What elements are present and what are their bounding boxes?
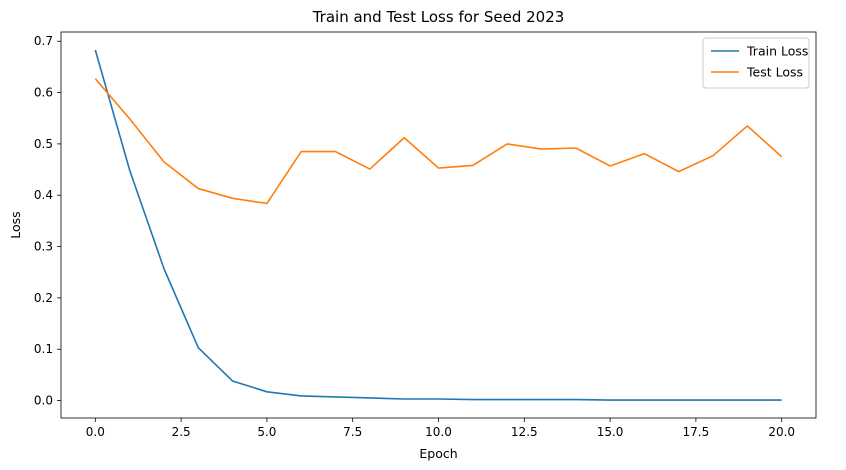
- y-tick-label: 0.5: [34, 137, 53, 151]
- x-tick-label: 17.5: [683, 425, 710, 439]
- x-tick-label: 2.5: [172, 425, 191, 439]
- legend: Train Loss Test Loss: [702, 37, 810, 89]
- y-tick-label: 0.4: [34, 188, 53, 202]
- x-tick-label: 12.5: [511, 425, 538, 439]
- y-tick-label: 0.1: [34, 342, 53, 356]
- x-tick-label: 10.0: [425, 425, 452, 439]
- x-tick-label: 5.0: [257, 425, 276, 439]
- series-line-test-loss: [94, 78, 783, 205]
- y-tick-label: 0.6: [34, 86, 53, 100]
- x-axis-title: Epoch: [419, 446, 457, 461]
- x-tick-label: 20.0: [768, 425, 795, 439]
- y-tick-label: 0.7: [34, 34, 53, 48]
- y-axis-title: Loss: [8, 211, 23, 238]
- series-line-train-loss: [94, 49, 782, 401]
- plot-frame: [60, 31, 817, 419]
- y-tick-label: 0.2: [34, 291, 53, 305]
- x-tick-label: 0.0: [86, 425, 105, 439]
- x-tick-label: 7.5: [343, 425, 362, 439]
- plot-area: 0.0 2.5 5.0 7.5 10.0 12.5 15.0 17.5 20.0 0.0 0.1 0.…: [34, 31, 817, 439]
- legend-label-train-loss: Train Loss: [746, 44, 808, 59]
- y-tick-label: 0.0: [34, 394, 53, 408]
- legend-label-test-loss: Test Loss: [746, 65, 803, 80]
- x-tick-label: 15.0: [597, 425, 624, 439]
- chart-title: Train and Test Loss for Seed 2023: [312, 8, 565, 26]
- y-tick-label: 0.3: [34, 240, 53, 254]
